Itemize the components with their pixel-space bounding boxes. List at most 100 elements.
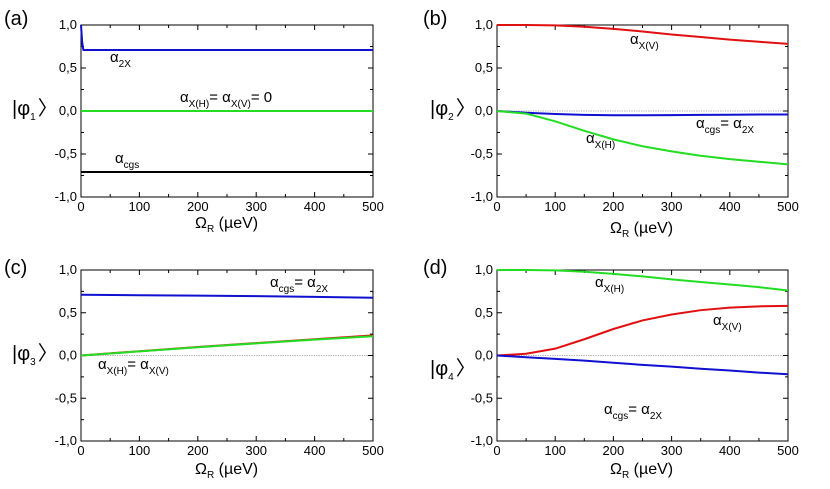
panel-d-annotation: αX(H)	[595, 274, 624, 295]
panel-c-annotation-part: X(H)	[107, 366, 128, 377]
panel-c-series-line-3	[80, 335, 374, 357]
panel-b-xtick-label: 300	[661, 199, 683, 214]
panel-b-annotation: αX(H)	[586, 130, 615, 151]
panel-d: 0 100 200 300 400 500 -1,0 -0,5 0,0 0,5 1,0 (d) |φ4 〉…	[423, 257, 799, 481]
panel-a-annotation: αcgs	[115, 150, 139, 171]
panel-a-annotation: α2X	[110, 49, 131, 70]
panel-c-annotation-part: α	[98, 356, 107, 373]
panel-c-xtick-label: 300	[245, 443, 267, 458]
panel-b-series-line-3	[496, 110, 789, 166]
panel-a-ytick-label: -0,5	[55, 146, 77, 161]
panel-a-ytick-label: 0,5	[59, 60, 77, 75]
panel-b-annotation-part: α	[586, 130, 595, 147]
panel-c-xtick-label: 100	[129, 443, 151, 458]
panel-b-ylabel-main: |φ	[430, 98, 448, 120]
panel-d-ytick-label: 0,0	[475, 348, 493, 363]
panel-d-xtick-label: 400	[719, 443, 741, 458]
panel-b-annotation-part: α	[630, 31, 639, 48]
panel-c-annotation-part: X(V)	[149, 366, 169, 377]
panel-a-ylabel-main: |φ	[12, 98, 30, 120]
panel-b-annotation-part: X(H)	[595, 140, 616, 151]
panel-b-ylabel: |φ2 〉	[430, 98, 476, 123]
panel-c-xtick-label: 500	[362, 443, 384, 458]
panel-a-annotation-part: X(V)	[231, 99, 251, 110]
panel-c-xlabel-main: Ω	[195, 461, 207, 478]
panel-a-xlabel: ΩR (µeV)	[195, 215, 258, 235]
panel-b-xtick-label: 0	[493, 199, 500, 214]
panel-a-xtick-label: 500	[362, 199, 384, 214]
panel-b-ytick-label: -1,0	[471, 189, 493, 204]
panel-d-ytick-label: 0,5	[475, 305, 493, 320]
panel-c-annotation-part: α	[270, 274, 279, 291]
panel-b-ytick-label: 1,0	[475, 17, 493, 32]
panel-a-xlabel-main: Ω	[195, 215, 207, 232]
panel-d-xlabel-main: Ω	[610, 461, 622, 478]
panel-b-series-line-1	[497, 24, 789, 45]
panel-d-ylabel: |φ4 〉	[430, 358, 476, 383]
panel-d-annotation-part: α	[713, 312, 722, 329]
panel-a-xtick-label: 300	[245, 199, 267, 214]
panel-b-xtick-label: 200	[603, 199, 625, 214]
panel-b-xlabel-unit: (µeV)	[629, 220, 673, 237]
panel-c-xtick-label: 0	[77, 443, 84, 458]
panel-a-annotation-part: 2X	[119, 59, 132, 70]
panel-a-xtick-label: 400	[304, 199, 326, 214]
panel-d-annotation-part: 2X	[650, 411, 663, 422]
panel-b-annotation-part: = α	[720, 115, 742, 132]
panel-a-xlabel-unit: (µeV)	[214, 215, 258, 232]
panel-d-ytick-label: -1,0	[471, 433, 493, 448]
panel-d-ytick-label: -0,5	[471, 390, 493, 405]
panel-a-ylabel: |φ1 〉	[12, 98, 58, 123]
panel-d-xtick-label: 300	[661, 443, 683, 458]
panel-a-annotation-part: α	[180, 89, 189, 106]
panel-b-xlabel: ΩR (µeV)	[610, 220, 673, 240]
panel-a-annotation-part: = 0	[251, 89, 272, 106]
panel-c-xtick-label: 200	[187, 443, 209, 458]
panel-a-ytick-label: 0,0	[59, 103, 77, 118]
panel-a-annotation-part: = α	[209, 89, 231, 106]
panel-d-ylabel-sub: 4	[448, 372, 454, 383]
panel-b-xlabel-main: Ω	[610, 220, 622, 237]
panel-c-xlabel: ΩR (µeV)	[195, 461, 258, 481]
panel-b-ytick-label: 0,5	[475, 60, 493, 75]
panel-d-xtick-label: 200	[603, 443, 625, 458]
panel-a-ytick-label: 1,0	[59, 17, 77, 32]
panel-c-ylabel-main: |φ	[12, 343, 30, 365]
panel-a-annotation-part: α	[110, 49, 119, 66]
panel-a-ylabel-sub: 1	[30, 112, 36, 123]
panel-c-series-line-1	[80, 293, 374, 299]
panel-b-ytick-label: -0,5	[471, 146, 493, 161]
panel-d-xtick-label: 500	[777, 443, 799, 458]
panel-c-ytick-label: 0,0	[59, 348, 77, 363]
panel-d-annotation-part: α	[595, 274, 604, 291]
panel-c-ytick-label: -1,0	[55, 433, 77, 448]
panel-a-annotation-part: cgs	[124, 160, 140, 171]
panel-a-ytick-label: -1,0	[55, 189, 77, 204]
panel-d-xlabel-sub: R	[622, 470, 629, 481]
panel-d-annotation: αX(V)	[713, 312, 742, 333]
panel-b-ylabel-bracket: 〉	[456, 98, 476, 120]
panel-a: 0 100 200 300 400 500 -1,0 -0,5 0,0 0,5 1,0 (a) |φ1 〉…	[4, 8, 384, 235]
panel-a-label: (a)	[4, 8, 28, 30]
panel-b-annotation-part: α	[696, 115, 705, 132]
panel-a-annotation: αX(H)= αX(V)= 0	[180, 89, 272, 110]
panel-c-annotation-part: 2X	[316, 284, 329, 295]
panel-a-xtick-label: 100	[129, 199, 151, 214]
panel-a-series-line-1	[80, 24, 373, 51]
panel-a-xtick-label: 0	[77, 199, 84, 214]
panel-d-xlabel-unit: (µeV)	[629, 461, 673, 478]
panel-c-annotation: αX(H)= αX(V)	[98, 356, 169, 377]
panel-b-annotation-part: cgs	[705, 125, 721, 136]
panel-d-label: (d)	[423, 257, 447, 279]
panel-c-label: (c)	[4, 257, 27, 279]
panel-b-ylabel-sub: 2	[448, 112, 454, 123]
panel-d-ylabel-bracket: 〉	[456, 358, 476, 380]
panel-d-annotation-part: X(H)	[604, 284, 625, 295]
panel-b: 0 100 200 300 400 500 -1,0 -0,5 0,0 0,5 1,0 (b) |φ2 〉…	[423, 8, 799, 240]
panel-c-annotation-part: = α	[127, 356, 149, 373]
panel-d-annotation-part: cgs	[613, 411, 629, 422]
panel-c-ytick-label: 0,5	[59, 305, 77, 320]
panel-a-annotation-part: X(H)	[189, 99, 210, 110]
panel-b-xlabel-sub: R	[622, 229, 629, 240]
